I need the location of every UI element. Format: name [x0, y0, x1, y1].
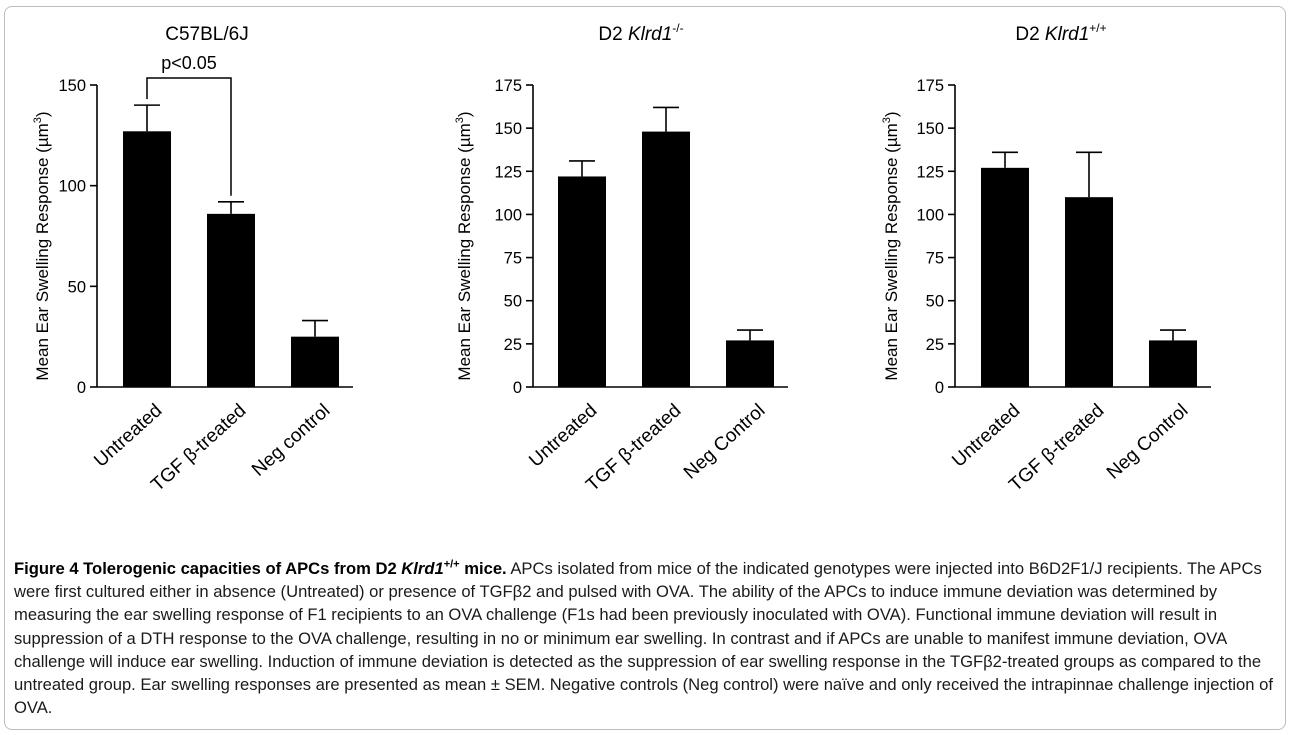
bar [726, 340, 774, 387]
chart-title: D2 Klrd1-/- [598, 21, 683, 45]
y-axis-label: Mean Ear Swelling Response (µm3) [881, 111, 901, 380]
x-tick-label: Neg Control [1103, 400, 1192, 483]
bar [1149, 340, 1197, 387]
x-tick-label: Neg Control [680, 400, 769, 483]
x-tick-label: Untreated [525, 400, 601, 471]
bar [207, 213, 255, 387]
y-tick-label: 50 [68, 278, 86, 296]
y-tick-label: 125 [916, 163, 944, 181]
x-tick-label: Neg control [248, 400, 334, 481]
y-tick-label: 0 [77, 379, 86, 397]
y-axis-label: Mean Ear Swelling Response (µm3) [454, 111, 474, 380]
chart-title: C57BL/6J [165, 24, 248, 45]
y-tick-label: 25 [504, 336, 522, 354]
bar [1065, 197, 1113, 387]
y-tick-label: 175 [494, 77, 522, 95]
significance-bracket [146, 77, 232, 196]
y-tick-label: 125 [494, 163, 522, 181]
chart-title: D2 Klrd1+/+ [1015, 21, 1106, 45]
y-axis-label: Mean Ear Swelling Response (µm3) [32, 111, 52, 380]
y-tick-label: 25 [926, 336, 944, 354]
caption-title-sup: +/+ [443, 558, 460, 571]
bar-charts: C57BL/6J Mean Ear Swelling Response (µm3)… [32, 21, 1211, 496]
y-tick-label: 100 [494, 206, 522, 224]
y-tick-label: 175 [916, 77, 944, 95]
y-tick-label: 0 [513, 379, 522, 397]
y-tick-label: 100 [58, 178, 86, 196]
chart-panel-1: C57BL/6J Mean Ear Swelling Response (µm3)… [32, 24, 353, 496]
significance-label: p<0.05 [161, 53, 217, 73]
y-tick-label: 150 [916, 120, 944, 138]
y-tick-label: 150 [494, 120, 522, 138]
caption-body: APCs isolated from mice of the indicated… [14, 559, 1273, 718]
y-tick-label: 150 [58, 77, 86, 95]
caption-title-text: Figure 4 Tolerogenic capacities of APCs … [14, 559, 402, 578]
bar [642, 131, 690, 387]
bar [291, 336, 339, 387]
y-tick-label: 100 [916, 206, 944, 224]
x-tick-label: Untreated [948, 400, 1024, 471]
chart-panel-2: D2 Klrd1-/- Mean Ear Swelling Response (µ… [454, 21, 788, 496]
figure-frame [4, 6, 1286, 730]
chart-panel-3: D2 Klrd1+/+ Mean Ear Swelling Response (µ… [881, 21, 1211, 496]
y-tick-label: 0 [935, 379, 944, 397]
caption-title-gene: Klrd1 [401, 559, 444, 578]
y-tick-label: 50 [504, 293, 522, 311]
y-tick-label: 75 [926, 250, 944, 268]
caption-title: Figure 4 Tolerogenic capacities of APCs … [14, 559, 507, 578]
bar [123, 131, 171, 387]
bar [558, 176, 606, 387]
y-tick-label: 75 [504, 250, 522, 268]
y-tick-label: 50 [926, 293, 944, 311]
caption-title-end: mice. [459, 559, 507, 578]
bar [981, 167, 1029, 387]
figure-caption: Figure 4 Tolerogenic capacities of APCs … [14, 557, 1276, 719]
x-tick-label: Untreated [90, 400, 166, 471]
